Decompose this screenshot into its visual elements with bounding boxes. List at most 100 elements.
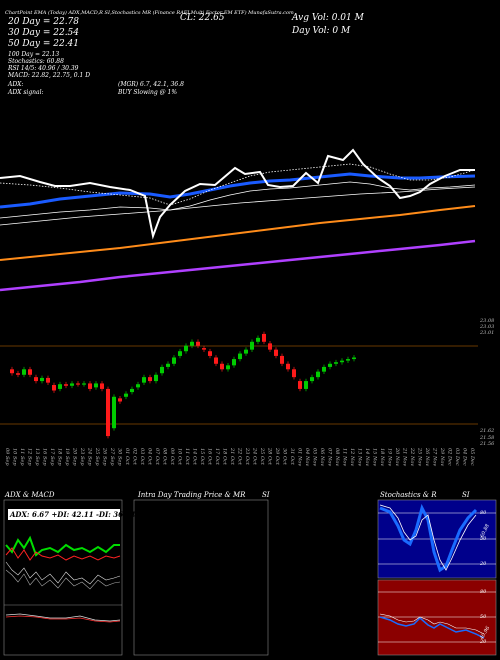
ema30-line <box>0 181 476 219</box>
candle <box>118 398 122 402</box>
date-tick-label: 18 Nov <box>379 448 385 466</box>
date-tick-label: 15 Oct <box>199 448 205 466</box>
date-tick-label: 17 Sep <box>49 448 55 466</box>
adx-line-2 <box>5 569 121 590</box>
date-tick-label: 10 Sep <box>12 448 18 466</box>
date-tick-label: 11 Nov <box>342 448 348 466</box>
date-tick-label: 29 Oct <box>274 447 280 466</box>
ema50-label: 50 Day = 22.41 <box>8 39 80 49</box>
candle <box>70 383 74 386</box>
candle <box>124 393 128 397</box>
candle <box>220 363 224 370</box>
date-tick-label: 09 Sep <box>4 448 10 466</box>
candle <box>88 383 92 389</box>
candle <box>22 369 26 375</box>
candle <box>322 366 326 372</box>
candle <box>112 396 116 429</box>
date-tick-label: 21 Nov <box>402 447 408 466</box>
candle <box>154 374 158 382</box>
date-tick-label: 16 Sep <box>42 448 48 466</box>
rsi-level-50: 50 <box>480 614 487 620</box>
candle <box>196 341 200 346</box>
price-line <box>0 148 475 240</box>
ema20-dotted-line <box>0 163 476 206</box>
candle <box>52 385 56 391</box>
avg-volume: Avg Vol: 0.01 M <box>292 13 364 23</box>
ema100-line <box>0 186 476 226</box>
adx-value-text: ADX: 6.67 +DI: 42.11 -DI: 36.84 <box>10 510 136 519</box>
price-tick: 21.56 <box>480 441 495 447</box>
candle <box>274 349 278 356</box>
stoch-panel-title: Stochastics & R <box>380 491 437 499</box>
stoch-level-80: 80 <box>480 510 487 516</box>
candle <box>304 381 308 389</box>
candle <box>328 363 332 367</box>
date-tick-label: 21 Oct <box>229 447 235 466</box>
date-tick-label: 11 Oct <box>184 448 190 466</box>
adx-line <box>5 561 121 585</box>
date-tick-label: 28 Oct <box>267 447 273 466</box>
date-tick-label: 04 Dec <box>462 448 468 466</box>
candle <box>160 366 164 374</box>
rsi-level-20: 20 <box>480 639 487 645</box>
date-tick-label: 07 Nov <box>327 448 333 466</box>
candle <box>58 384 62 389</box>
candle <box>214 357 218 364</box>
date-tick-label: 25 Oct <box>259 447 265 466</box>
adx-values: (MGR) 6.7, 42.1, 36.8 <box>118 81 184 88</box>
candle <box>28 369 32 375</box>
price-tick: 21.62 <box>480 428 495 434</box>
candle <box>316 371 320 378</box>
intra-panel-title: Intra Day Trading Price & MR <box>138 491 246 499</box>
date-tick-label: 14 Nov <box>364 448 370 466</box>
date-tick-label: 30 Sep <box>117 448 123 466</box>
candle <box>286 363 290 370</box>
date-tick-label: 16 Oct <box>207 448 213 466</box>
candle <box>166 363 170 367</box>
candle <box>148 377 152 382</box>
candle <box>250 341 254 350</box>
candle <box>34 377 38 382</box>
date-tick-label: 23 Sep <box>79 447 85 466</box>
candle <box>256 337 260 342</box>
date-tick-label: 29 Nov <box>439 447 445 466</box>
date-tick-label: 03 Oct <box>139 448 145 466</box>
ema30-label: 30 Day = 22.54 <box>8 28 80 38</box>
date-tick-label: 05 Dec <box>469 448 475 466</box>
date-tick-label: 27 Sep <box>109 447 115 466</box>
date-tick-label: 20 Sep <box>72 447 78 466</box>
candle <box>136 384 140 388</box>
date-tick-label: 12 Sep <box>27 448 33 466</box>
date-tick-label: 30 Oct <box>282 448 288 466</box>
date-tick-label: 19 Nov <box>387 448 393 466</box>
candle <box>184 345 188 352</box>
price-tick: 23.08 <box>480 318 495 324</box>
buy-signal: BUY Slowing @ 1% <box>118 89 178 96</box>
date-tick-label: 05 Nov <box>312 448 318 466</box>
candles-group <box>10 331 356 439</box>
close-price: CL: 22.65 <box>180 13 225 23</box>
date-tick-label: 01 Nov <box>297 448 303 466</box>
rsi-level-80: 80 <box>480 589 487 595</box>
date-tick-label: 04 Nov <box>304 448 310 466</box>
date-tick-label: 02 Dec <box>447 448 453 466</box>
date-tick-label: 31 Oct <box>289 448 295 466</box>
candle <box>16 373 20 375</box>
candle <box>130 388 134 393</box>
date-tick-label: 17 Oct <box>214 448 220 466</box>
stoch-panel-si: SI <box>462 491 470 499</box>
adx-panel-title: ADX & MACD <box>5 491 55 499</box>
stochastics-label: Stochastics: 60.88 <box>8 58 64 65</box>
date-tick-label: 01 Oct <box>124 448 130 466</box>
candle <box>292 369 296 378</box>
candle <box>280 355 284 364</box>
stoch-k-line <box>379 503 478 573</box>
price-tick: 21.58 <box>480 435 495 441</box>
candle <box>238 353 242 360</box>
candle <box>352 357 356 360</box>
candle <box>244 349 248 354</box>
rsi-panel <box>377 579 497 656</box>
stoch-d-line <box>379 504 477 571</box>
candle <box>172 357 176 364</box>
